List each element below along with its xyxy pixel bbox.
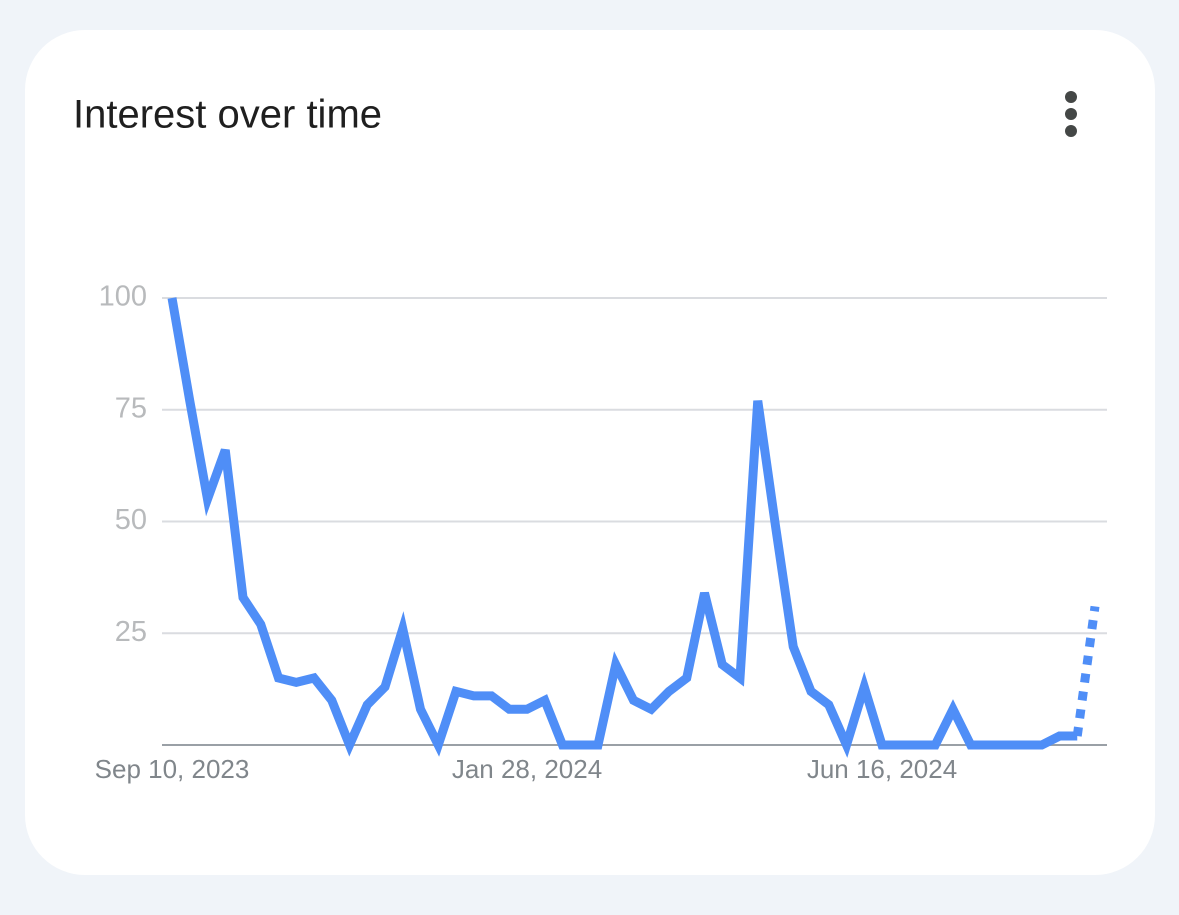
x-tick-label: Jun 16, 2024	[807, 754, 957, 784]
more-menu[interactable]	[1065, 91, 1077, 137]
x-tick-label: Sep 10, 2023	[95, 754, 250, 784]
menu-dot	[1065, 125, 1077, 137]
chart-title: Interest over time	[73, 93, 382, 137]
y-tick-label: 100	[99, 281, 147, 313]
menu-dot	[1065, 108, 1077, 120]
y-tick-label: 50	[115, 504, 147, 536]
x-tick-label: Jan 28, 2024	[452, 754, 602, 784]
y-tick-label: 75	[115, 392, 147, 424]
partial-segment	[1072, 605, 1100, 737]
menu-dot	[1065, 91, 1077, 103]
y-tick-label: 25	[115, 616, 147, 648]
trend-line	[167, 297, 1078, 758]
